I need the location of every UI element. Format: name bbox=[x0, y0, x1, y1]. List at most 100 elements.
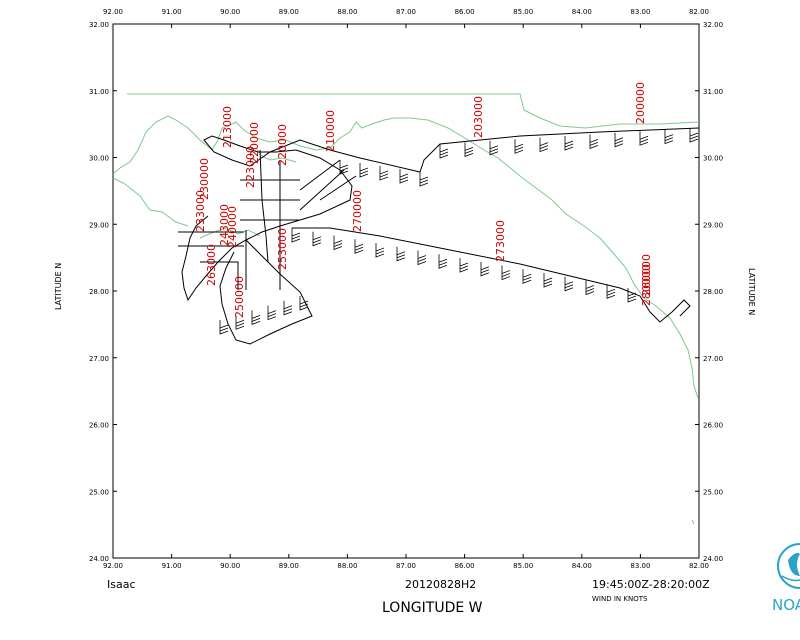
lat-tick-label-right: 27.00 bbox=[703, 355, 723, 363]
lon-tick-label-bottom: 88.00 bbox=[337, 562, 357, 570]
wind-barb bbox=[312, 231, 322, 247]
lon-tick-label-top: 87.00 bbox=[396, 8, 416, 16]
lat-tick-label-left: 30.00 bbox=[89, 155, 109, 163]
wind-barb bbox=[543, 273, 553, 288]
lon-tick-label-bottom: 84.00 bbox=[572, 562, 592, 570]
lon-tick-label-top: 82.00 bbox=[689, 8, 709, 16]
lat-tick-label-right: 25.00 bbox=[703, 488, 723, 496]
lat-tick-label-left: 29.00 bbox=[89, 221, 109, 229]
noaa-logo-text: NOAA bbox=[772, 596, 800, 614]
lon-tick-label-bottom: 90.00 bbox=[220, 562, 240, 570]
lon-tick-label-top: 84.00 bbox=[572, 8, 592, 16]
wind-units-label: WIND IN KNOTS bbox=[592, 595, 648, 603]
wind-barb bbox=[522, 269, 532, 284]
axis-ticks: 92.00 92.00 91.00 91.00 90.00 90.00 89.00 89.00… bbox=[89, 8, 723, 570]
lon-tick-label-top: 91.00 bbox=[162, 8, 182, 16]
wind-barb bbox=[359, 163, 369, 178]
lon-tick-label-top: 83.00 bbox=[630, 8, 650, 16]
lat-tick-label-left: 32.00 bbox=[89, 21, 109, 29]
wind-barb bbox=[379, 166, 389, 181]
lon-tick-label-top: 92.00 bbox=[103, 8, 123, 16]
wind-barb bbox=[375, 243, 385, 258]
wind-barb bbox=[589, 134, 599, 149]
time-range: 19:45:00Z-28:20:00Z bbox=[592, 578, 710, 591]
wind-barb bbox=[464, 142, 474, 157]
time-label: 220000 bbox=[248, 122, 261, 164]
time-label: 243000 bbox=[218, 204, 231, 246]
time-label: 273000 bbox=[494, 220, 507, 262]
lon-tick-label-bottom: 87.00 bbox=[396, 562, 416, 570]
lat-tick-label-left: 27.00 bbox=[89, 355, 109, 363]
lon-tick-label-bottom: 85.00 bbox=[513, 562, 533, 570]
wind-barb bbox=[219, 320, 229, 335]
lon-tick-label-bottom: 82.00 bbox=[689, 562, 709, 570]
wind-barb bbox=[606, 284, 616, 299]
lon-tick-label-top: 86.00 bbox=[455, 8, 475, 16]
wind-barb bbox=[614, 132, 624, 148]
time-label: 223000 bbox=[244, 146, 257, 188]
wind-barb bbox=[439, 144, 449, 159]
time-label: 270000 bbox=[351, 190, 364, 232]
noaa-logo-icon bbox=[777, 543, 800, 589]
time-label: 220000 bbox=[276, 124, 289, 166]
flight-track bbox=[178, 127, 700, 345]
wind-barb bbox=[399, 169, 409, 184]
wind-barb bbox=[564, 136, 574, 151]
lon-tick-label-top: 90.00 bbox=[220, 8, 240, 16]
time-label: 213000 bbox=[221, 106, 234, 148]
wind-barb bbox=[489, 140, 499, 156]
lat-tick-label-right: 30.00 bbox=[703, 155, 723, 163]
wind-barb bbox=[339, 160, 349, 175]
wind-barb bbox=[396, 246, 406, 262]
lat-tick-label-right: 28.00 bbox=[703, 288, 723, 296]
lat-tick-label-right: 32.00 bbox=[703, 21, 723, 29]
wind-barb bbox=[417, 250, 427, 266]
lat-tick-label-left: 26.00 bbox=[89, 422, 109, 430]
time-label: 233000 bbox=[194, 190, 207, 232]
time-label: 260000 bbox=[640, 254, 653, 296]
wind-barb bbox=[283, 300, 293, 316]
wind-barb bbox=[333, 235, 343, 251]
lat-tick-label-right: 29.00 bbox=[703, 221, 723, 229]
wind-barb bbox=[251, 310, 261, 325]
time-label: 230000 bbox=[198, 158, 211, 200]
wind-barb bbox=[639, 131, 649, 146]
x-axis-title: LONGITUDE W bbox=[382, 600, 483, 616]
lat-tick-label-left: 25.00 bbox=[89, 488, 109, 496]
wind-barb bbox=[438, 254, 448, 269]
lon-tick-label-bottom: 89.00 bbox=[279, 562, 299, 570]
wind-barb bbox=[419, 172, 429, 187]
lon-tick-label-top: 85.00 bbox=[513, 8, 533, 16]
wind-barb bbox=[664, 129, 674, 145]
lon-tick-label-top: 88.00 bbox=[337, 8, 357, 16]
wind-barb bbox=[291, 228, 301, 243]
time-label: 263000 bbox=[205, 244, 218, 286]
wind-barb bbox=[627, 288, 637, 303]
y-axis-title-left: LATITUDE N bbox=[54, 263, 63, 310]
wind-barb bbox=[564, 276, 574, 292]
wind-barb bbox=[299, 296, 309, 311]
cycle-id: 20120828H2 bbox=[405, 578, 476, 591]
time-label: 210000 bbox=[324, 110, 337, 152]
lat-tick-label-left: 31.00 bbox=[89, 88, 109, 96]
wind-barb bbox=[267, 305, 277, 321]
wind-barb bbox=[539, 137, 549, 153]
time-label: 280000 bbox=[640, 264, 653, 306]
lat-tick-label-left: 24.00 bbox=[89, 555, 109, 563]
lon-tick-label-bottom: 86.00 bbox=[455, 562, 475, 570]
time-label: 240000 bbox=[226, 206, 239, 248]
lon-tick-label-bottom: 92.00 bbox=[103, 562, 123, 570]
y-axis-title-right: LATITUDE N bbox=[747, 268, 756, 315]
lat-tick-label-right: 31.00 bbox=[703, 88, 723, 96]
lon-tick-label-top: 89.00 bbox=[279, 8, 299, 16]
lat-tick-label-left: 28.00 bbox=[89, 288, 109, 296]
wind-barb bbox=[235, 315, 245, 330]
wind-barb bbox=[514, 139, 524, 154]
lat-tick-label-right: 24.00 bbox=[703, 555, 723, 563]
storm-name: Isaac bbox=[107, 578, 136, 591]
wind-barb bbox=[585, 280, 595, 296]
lon-tick-label-bottom: 91.00 bbox=[162, 562, 182, 570]
wind-barbs bbox=[219, 128, 699, 335]
